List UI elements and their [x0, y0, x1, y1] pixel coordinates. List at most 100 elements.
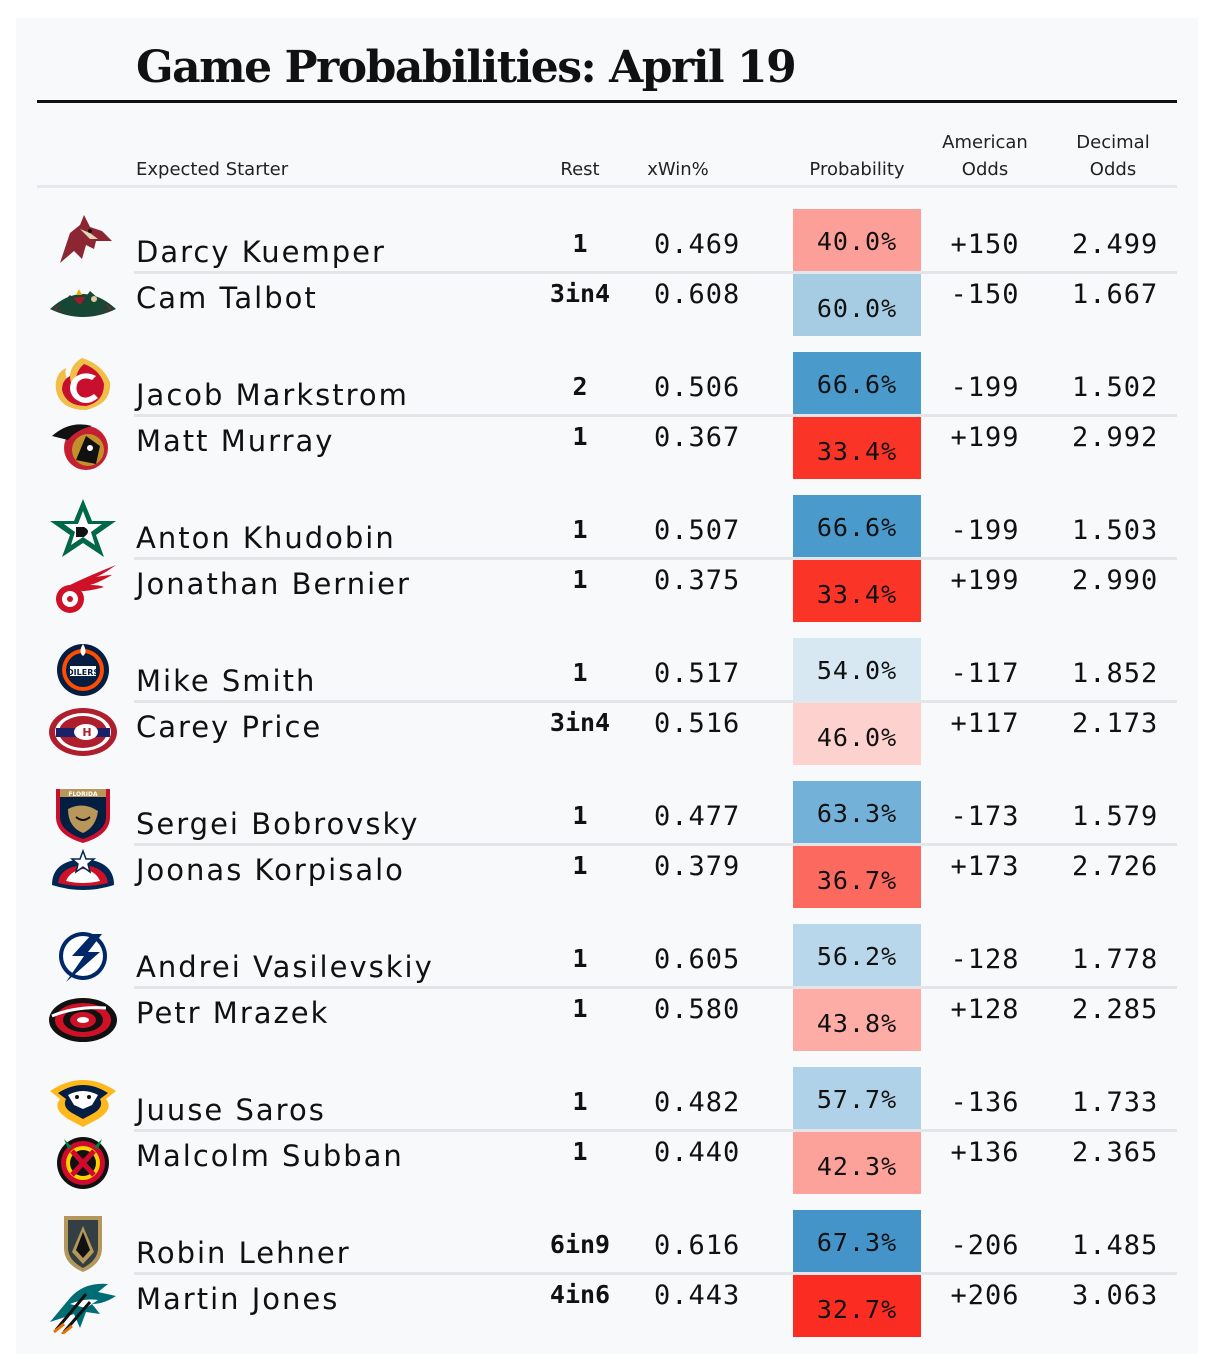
- header-probability: Probability: [809, 159, 905, 180]
- player-name: Sergei Bobrovsky: [136, 807, 420, 841]
- player-name: Jacob Markstrom: [136, 378, 409, 412]
- xwin-value: 0.605: [654, 944, 741, 975]
- xwin-value: 0.379: [654, 851, 741, 882]
- table-row: Andrei Vasilevskiy 1 0.605 56.2% -128 1.778: [16, 924, 1198, 986]
- american-odds-value: +199: [950, 422, 1020, 453]
- decimal-odds-value: 2.990: [1072, 565, 1159, 596]
- table-row: Petr Mrazek 1 0.580 43.8% +128 2.285: [16, 986, 1198, 1051]
- xwin-value: 0.506: [654, 372, 741, 403]
- rest-value: 3in4: [549, 708, 611, 737]
- header-divider: [37, 185, 1177, 188]
- decimal-odds-value: 1.667: [1072, 279, 1159, 310]
- xwin-value: 0.517: [654, 658, 741, 689]
- probability-value: 42.3%: [816, 1152, 898, 1181]
- probability-cell: 66.6%: [793, 352, 921, 414]
- rest-value: 1: [572, 515, 588, 544]
- probability-cell: 60.0%: [793, 274, 921, 336]
- row-divider: [134, 1129, 1177, 1132]
- player-name: Cam Talbot: [136, 281, 318, 315]
- stars-logo-icon: [46, 497, 120, 557]
- rest-value: 1: [572, 851, 588, 880]
- american-odds-value: +173: [950, 851, 1020, 882]
- player-name: Matt Murray: [136, 424, 335, 458]
- header-decimal-line-2: Odds: [1089, 159, 1137, 180]
- table-row: Darcy Kuemper 1 0.469 40.0% +150 2.499: [16, 209, 1198, 271]
- table-row: Robin Lehner 6in9 0.616 67.3% -206 1.485: [16, 1210, 1198, 1272]
- header-xwin: xWin%: [647, 159, 709, 180]
- xwin-value: 0.440: [654, 1137, 741, 1168]
- player-name: Darcy Kuemper: [136, 235, 386, 269]
- decimal-odds-value: 1.502: [1072, 372, 1159, 403]
- player-name: Petr Mrazek: [136, 996, 330, 1030]
- probability-cell: 46.0%: [793, 703, 921, 765]
- rest-value: 1: [572, 1137, 588, 1166]
- header-american-odds: American Odds: [930, 129, 1040, 183]
- american-odds-value: -136: [950, 1087, 1020, 1118]
- american-odds-value: -199: [950, 515, 1020, 546]
- table-row: Jonathan Bernier 1 0.375 33.4% +199 2.990: [16, 557, 1198, 622]
- decimal-odds-value: 2.992: [1072, 422, 1159, 453]
- xwin-value: 0.375: [654, 565, 741, 596]
- game-group: Jacob Markstrom 2 0.506 66.6% -199 1.502 Matt …: [16, 352, 1198, 479]
- decimal-odds-value: 2.285: [1072, 994, 1159, 1025]
- probability-cell: 67.3%: [793, 1210, 921, 1272]
- decimal-odds-value: 2.365: [1072, 1137, 1159, 1168]
- american-odds-value: +128: [950, 994, 1020, 1025]
- row-divider: [134, 1272, 1177, 1275]
- sharks-logo-icon: [46, 1274, 120, 1334]
- title-divider: [37, 100, 1177, 103]
- decimal-odds-value: 1.852: [1072, 658, 1159, 689]
- row-divider: [134, 414, 1177, 417]
- american-odds-value: +206: [950, 1280, 1020, 1311]
- probability-cell: 43.8%: [793, 989, 921, 1051]
- xwin-value: 0.616: [654, 1230, 741, 1261]
- row-divider: [134, 700, 1177, 703]
- player-name: Andrei Vasilevskiy: [136, 950, 434, 984]
- rest-value: 1: [572, 422, 588, 451]
- american-odds-value: -206: [950, 1230, 1020, 1261]
- xwin-value: 0.469: [654, 229, 741, 260]
- probability-cell: 56.2%: [793, 924, 921, 986]
- header-expected-starter: Expected Starter: [136, 159, 289, 180]
- blackhawks-logo-icon: [46, 1131, 120, 1191]
- coyotes-logo-icon: [46, 211, 120, 271]
- probability-cell: 66.6%: [793, 495, 921, 557]
- probability-cell: 36.7%: [793, 846, 921, 908]
- table-row: Matt Murray 1 0.367 33.4% +199 2.992: [16, 414, 1198, 479]
- player-name: Martin Jones: [136, 1282, 340, 1316]
- probability-value: 56.2%: [816, 942, 898, 971]
- rest-value: 1: [572, 229, 588, 258]
- probability-cell: 57.7%: [793, 1067, 921, 1129]
- probability-value: 36.7%: [816, 866, 898, 895]
- rest-value: 6in9: [549, 1230, 611, 1259]
- american-odds-value: +150: [950, 229, 1020, 260]
- american-odds-value: -117: [950, 658, 1020, 689]
- game-group: Andrei Vasilevskiy 1 0.605 56.2% -128 1.778 Pe…: [16, 924, 1198, 1051]
- header-decimal-odds: Decimal Odds: [1058, 129, 1168, 183]
- xwin-value: 0.482: [654, 1087, 741, 1118]
- decimal-odds-value: 3.063: [1072, 1280, 1159, 1311]
- decimal-odds-value: 2.499: [1072, 229, 1159, 260]
- table-row: Juuse Saros 1 0.482 57.7% -136 1.733: [16, 1067, 1198, 1129]
- probability-cell: 42.3%: [793, 1132, 921, 1194]
- xwin-value: 0.477: [654, 801, 741, 832]
- row-divider: [134, 986, 1177, 989]
- probability-value: 43.8%: [816, 1009, 898, 1038]
- lightning-logo-icon: [46, 926, 120, 986]
- player-name: Mike Smith: [136, 664, 317, 698]
- decimal-odds-value: 1.579: [1072, 801, 1159, 832]
- decimal-odds-value: 1.503: [1072, 515, 1159, 546]
- blue-jackets-logo-icon: [46, 845, 120, 905]
- player-name: Carey Price: [136, 710, 323, 744]
- american-odds-value: +117: [950, 708, 1020, 739]
- player-name: Juuse Saros: [136, 1093, 326, 1127]
- probability-cell: 40.0%: [793, 209, 921, 271]
- game-group: Robin Lehner 6in9 0.616 67.3% -206 1.485 Marti…: [16, 1210, 1198, 1337]
- table-row: Malcolm Subban 1 0.440 42.3% +136 2.365: [16, 1129, 1198, 1194]
- table-row: Jacob Markstrom 2 0.506 66.6% -199 1.502: [16, 352, 1198, 414]
- player-name: Anton Khudobin: [136, 521, 396, 555]
- golden-knights-logo-icon: [46, 1212, 120, 1272]
- page-title: Game Probabilities: April 19: [136, 42, 797, 93]
- american-odds-value: -128: [950, 944, 1020, 975]
- hurricanes-logo-icon: [46, 988, 120, 1048]
